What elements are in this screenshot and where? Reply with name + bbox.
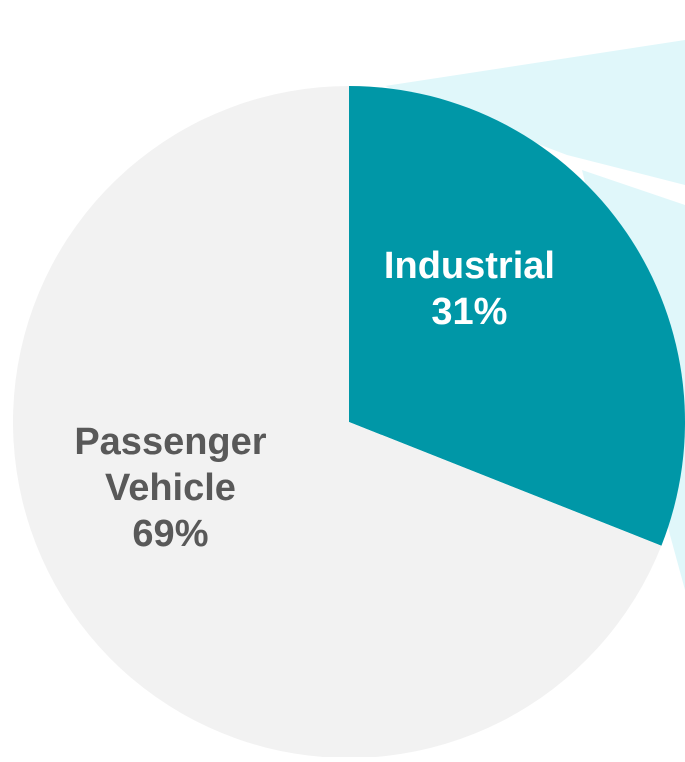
slice-label-passenger-vehicle: Passenger Vehicle 69% [74,421,266,555]
callout-wedge-upper [385,40,685,185]
slice-layer [12,86,685,758]
slice-label-line: 31% [431,291,507,333]
slice-label-line: Vehicle [105,467,236,509]
pie-slice-passenger-vehicle [12,86,662,758]
slice-label-industrial: Industrial 31% [384,245,555,333]
pie-slice-industrial [349,86,685,546]
slice-label-line: Passenger [74,421,266,463]
slice-label-line: 69% [132,513,208,555]
label-layer: Industrial 31% Passenger Vehicle 69% [74,245,555,555]
slice-label-line: Industrial [384,245,555,287]
